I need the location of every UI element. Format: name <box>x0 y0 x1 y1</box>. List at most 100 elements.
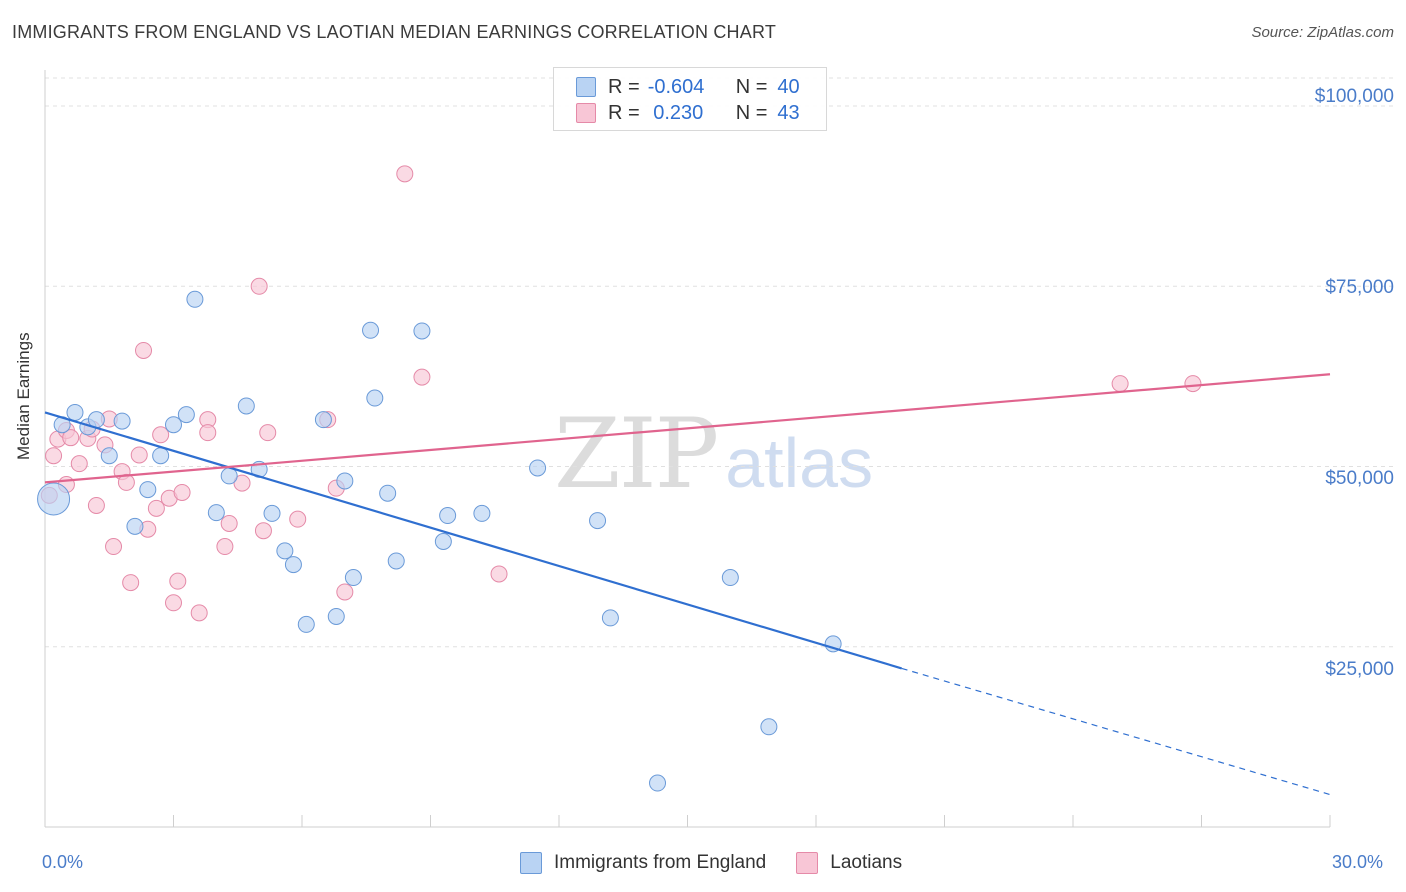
england-point <box>344 569 362 587</box>
laotians-point <box>289 510 307 528</box>
england-point <box>152 447 170 465</box>
laotians-point <box>165 594 182 612</box>
england-point <box>721 569 739 587</box>
england-point <box>297 615 315 633</box>
england-point <box>589 512 607 530</box>
england-point <box>186 290 204 308</box>
england-point <box>37 482 71 516</box>
laotians-point <box>336 583 354 601</box>
laotians-point <box>152 426 170 444</box>
england-point <box>529 459 547 477</box>
england-point <box>824 635 842 653</box>
laotians-point <box>135 341 153 359</box>
england-point <box>100 447 118 465</box>
england-point <box>113 412 131 430</box>
n-label: N = <box>735 101 768 124</box>
watermark-atlas: atlas <box>725 424 874 502</box>
laotians-point <box>70 455 88 473</box>
england-trend-line <box>44 411 902 670</box>
england-point <box>263 504 281 522</box>
england-point <box>649 774 667 792</box>
correlation-legend: R = -0.604 N = 40 R = 0.230 N = 43 <box>553 67 827 131</box>
legend-item-laotians: Laotians <box>796 852 902 874</box>
laotians-point <box>216 538 234 556</box>
england-point <box>473 504 491 522</box>
england-point <box>336 472 354 490</box>
england-point <box>387 552 405 570</box>
england-point <box>379 484 397 502</box>
blue-swatch <box>576 77 596 97</box>
laotians-point <box>62 429 80 447</box>
r-label: R = <box>608 101 640 124</box>
laotians-point <box>233 474 251 492</box>
england-point <box>276 542 294 560</box>
laotians-point <box>173 483 191 501</box>
n-value: 40 <box>777 75 800 98</box>
laotians-point <box>220 514 238 532</box>
chart-title: IMMIGRANTS FROM ENGLAND VS LAOTIAN MEDIA… <box>12 22 777 42</box>
y-tick-label: $50,000 <box>1325 468 1394 489</box>
laotians-point <box>117 473 135 491</box>
n-value: 43 <box>777 101 800 124</box>
x-tick-label: 0.0% <box>42 852 84 872</box>
blue-swatch <box>520 852 542 874</box>
england-point <box>760 718 778 736</box>
laotians-point <box>413 368 431 386</box>
watermark-zip: ZIP <box>554 398 719 510</box>
legend-label: Laotians <box>830 852 903 873</box>
legend-item-england: Immigrants from England <box>520 852 766 874</box>
r-value: 0.230 <box>647 101 704 124</box>
england-point <box>165 416 182 434</box>
source-credit: Source: ZipAtlas.com <box>1251 24 1394 41</box>
laotians-point <box>259 424 277 442</box>
england-point <box>207 504 225 522</box>
pink-swatch <box>576 103 596 123</box>
legend-label: Immigrants from England <box>554 852 767 873</box>
england-points <box>37 290 842 792</box>
laotians-point <box>147 499 165 517</box>
x-tick-label: 30.0% <box>1332 852 1384 872</box>
laotians-point <box>490 565 508 583</box>
england-point <box>177 406 195 424</box>
england-point <box>284 556 302 574</box>
laotians-point <box>396 165 414 183</box>
y-tick-label: $25,000 <box>1325 659 1394 680</box>
england-point <box>126 517 144 535</box>
england-trend-extension <box>901 667 1331 796</box>
laotians-trend-line <box>44 373 1331 484</box>
england-point <box>139 481 157 499</box>
y-tick-label: $100,000 <box>1314 86 1394 107</box>
laotians-point <box>199 424 217 442</box>
axes <box>44 70 1331 828</box>
england-point <box>314 411 332 429</box>
pink-swatch <box>796 852 819 874</box>
laotians-point <box>1111 375 1129 393</box>
laotians-point <box>130 446 148 464</box>
england-point <box>237 397 255 415</box>
england-point <box>362 321 380 339</box>
laotians-point <box>190 604 208 622</box>
trend-lines <box>44 373 1331 796</box>
england-point <box>327 607 345 625</box>
laotians-point <box>169 572 187 590</box>
laotians-point <box>105 538 123 556</box>
grid-lines <box>45 77 1395 648</box>
watermark: ZIP atlas <box>554 398 873 510</box>
r-value: -0.604 <box>647 75 705 98</box>
y-axis-label: Median Earnings <box>14 332 33 460</box>
laotians-points <box>40 165 1202 622</box>
england-point <box>434 533 452 551</box>
laotians-point <box>87 496 105 514</box>
series-legend: Immigrants from England Laotians <box>520 852 932 874</box>
n-label: N = <box>735 75 768 98</box>
england-point <box>413 322 431 340</box>
laotians-point <box>122 574 140 592</box>
laotians-point <box>250 277 268 295</box>
r-label: R = <box>608 75 640 98</box>
england-point <box>601 609 619 627</box>
england-point <box>439 507 457 525</box>
england-point <box>66 403 84 421</box>
laotians-point <box>1184 375 1202 393</box>
legend-row-england: R = -0.604 N = 40 <box>576 75 800 99</box>
